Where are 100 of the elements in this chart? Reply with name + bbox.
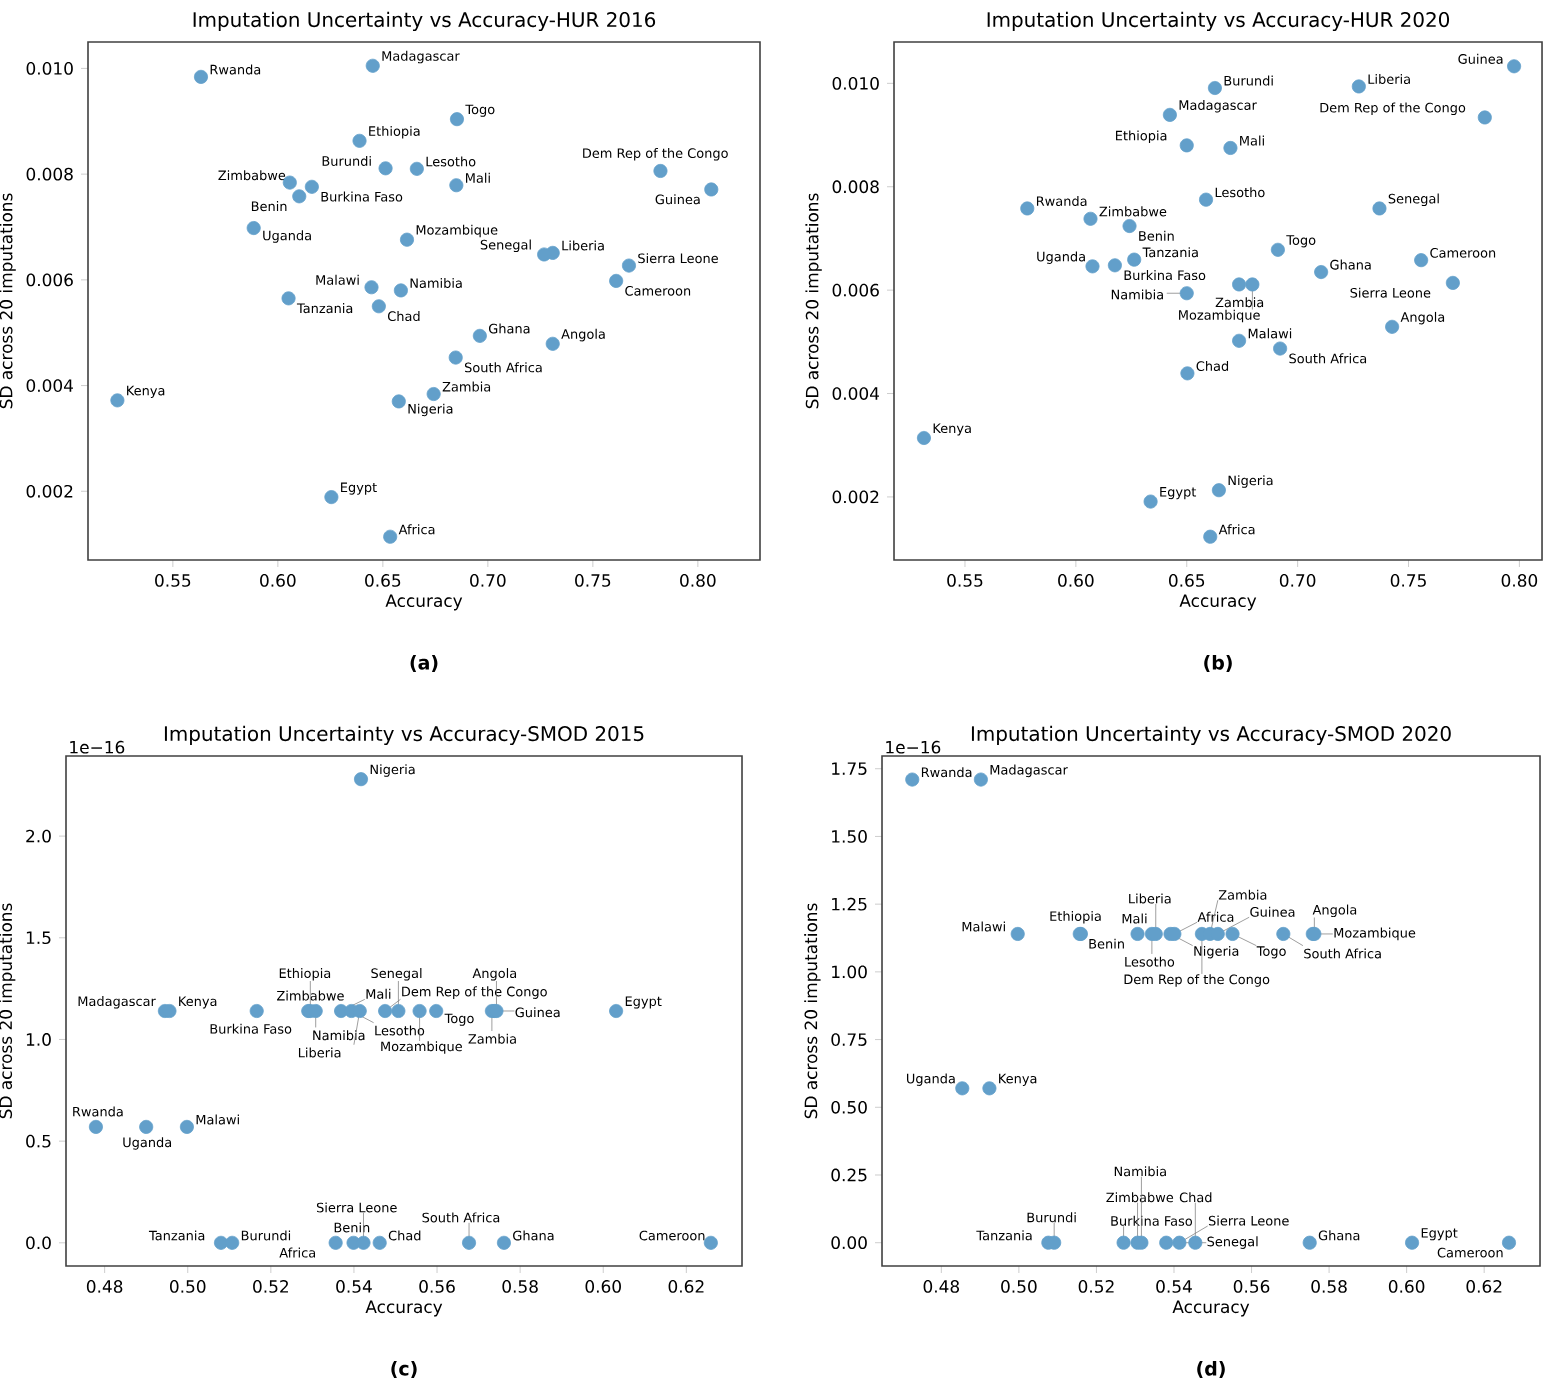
point bbox=[1211, 483, 1226, 498]
y-tick-label: 0.010 bbox=[832, 76, 879, 90]
point bbox=[545, 336, 560, 351]
x-tick-label: 0.75 bbox=[575, 574, 611, 587]
point bbox=[1179, 286, 1194, 301]
point bbox=[1477, 110, 1492, 125]
point bbox=[1085, 259, 1100, 274]
point bbox=[1199, 192, 1214, 207]
y-tick-label: 1.75 bbox=[832, 762, 867, 776]
y-tick-label: 0.010 bbox=[26, 62, 73, 75]
y-tick-label: 0.0 bbox=[26, 1236, 51, 1250]
point bbox=[391, 1003, 406, 1018]
x-tick-label: 0.48 bbox=[86, 1280, 123, 1293]
point bbox=[1245, 277, 1260, 292]
point bbox=[393, 283, 408, 298]
point bbox=[472, 328, 487, 343]
y-tick-label: 0.002 bbox=[26, 484, 73, 498]
y-tick-label: 1.0 bbox=[26, 1033, 51, 1046]
y-tick-label: 0.008 bbox=[832, 180, 879, 194]
point bbox=[292, 189, 307, 204]
point bbox=[1130, 926, 1145, 941]
point bbox=[1507, 59, 1522, 74]
point bbox=[1225, 926, 1240, 941]
point bbox=[1159, 1235, 1174, 1250]
point bbox=[282, 175, 297, 190]
point bbox=[1372, 201, 1387, 216]
point bbox=[1502, 1235, 1516, 1250]
point bbox=[1351, 79, 1366, 94]
point bbox=[703, 1235, 718, 1250]
point bbox=[1020, 201, 1035, 216]
point bbox=[537, 247, 552, 262]
y-tick-label: 1.5 bbox=[26, 931, 51, 945]
point bbox=[1273, 341, 1288, 356]
point bbox=[324, 490, 339, 505]
text: (d) bbox=[1197, 1361, 1225, 1378]
y-axis-title: SD across 20 imputations bbox=[804, 903, 821, 1119]
x-axis-title: Accuracy bbox=[365, 1300, 443, 1317]
text: 1e−16 bbox=[886, 740, 941, 754]
y-tick-label: 0.006 bbox=[26, 273, 73, 287]
point bbox=[1162, 107, 1177, 122]
point bbox=[1207, 81, 1222, 95]
point bbox=[1414, 253, 1429, 268]
point bbox=[1314, 265, 1329, 280]
y-tick-label: 0.006 bbox=[832, 283, 879, 297]
x-tick-label: 0.54 bbox=[1156, 1280, 1192, 1293]
point bbox=[1127, 252, 1142, 267]
point bbox=[449, 112, 464, 127]
point bbox=[609, 1003, 624, 1018]
point bbox=[1445, 275, 1460, 290]
point bbox=[281, 291, 296, 306]
x-tick-label: 0.56 bbox=[419, 1280, 455, 1293]
x-tick-label: 0.56 bbox=[1233, 1280, 1270, 1293]
point bbox=[1232, 333, 1247, 348]
point bbox=[955, 1081, 970, 1096]
point bbox=[110, 393, 125, 408]
point bbox=[179, 1119, 194, 1134]
point bbox=[1223, 140, 1238, 155]
x-tick-label: 0.80 bbox=[1501, 574, 1538, 587]
x-tick-label: 0.58 bbox=[1311, 1280, 1347, 1293]
y-axis-title: SD across 20 imputations bbox=[805, 193, 822, 409]
point bbox=[378, 161, 393, 176]
point bbox=[449, 178, 464, 193]
point bbox=[609, 273, 624, 288]
point bbox=[304, 179, 319, 194]
x-tick-label: 0.75 bbox=[1390, 574, 1426, 587]
point bbox=[448, 350, 463, 365]
point bbox=[371, 299, 386, 314]
y-tick-label: 1.00 bbox=[832, 965, 867, 979]
x-tick-label: 0.65 bbox=[365, 574, 401, 587]
point bbox=[1203, 529, 1218, 544]
x-axis-title: Accuracy bbox=[1179, 594, 1257, 611]
point bbox=[409, 161, 424, 176]
point bbox=[982, 1081, 997, 1096]
point bbox=[225, 1235, 240, 1250]
x-tick-label: 0.55 bbox=[947, 574, 983, 587]
point bbox=[328, 1235, 343, 1250]
point bbox=[429, 1003, 444, 1018]
point bbox=[1270, 242, 1285, 257]
point bbox=[1188, 1235, 1203, 1250]
point bbox=[378, 1003, 393, 1018]
x-tick-label: 0.58 bbox=[502, 1280, 538, 1293]
point bbox=[412, 1003, 427, 1018]
point bbox=[916, 430, 931, 445]
x-tick-label: 0.60 bbox=[1388, 1280, 1425, 1293]
x-tick-label: 0.80 bbox=[680, 574, 716, 587]
x-tick-label: 0.62 bbox=[1466, 1280, 1502, 1293]
y-tick-label: 0.002 bbox=[832, 490, 879, 504]
point bbox=[462, 1235, 477, 1250]
point bbox=[653, 163, 668, 178]
point bbox=[1232, 277, 1247, 292]
text: (b) bbox=[1204, 655, 1232, 672]
point bbox=[1143, 494, 1158, 509]
y-axis-title: SD across 20 imputations bbox=[0, 193, 16, 409]
y-tick-label: 0.50 bbox=[831, 1100, 867, 1114]
point bbox=[426, 387, 441, 402]
text: 1e−16 bbox=[70, 740, 125, 754]
x-tick-label: 0.50 bbox=[170, 1280, 206, 1293]
chart-title: Imputation Uncertainty vs Accuracy-HUR 2020 bbox=[987, 11, 1450, 31]
x-tick-label: 0.52 bbox=[1078, 1280, 1114, 1293]
x-tick-label: 0.60 bbox=[260, 574, 296, 587]
